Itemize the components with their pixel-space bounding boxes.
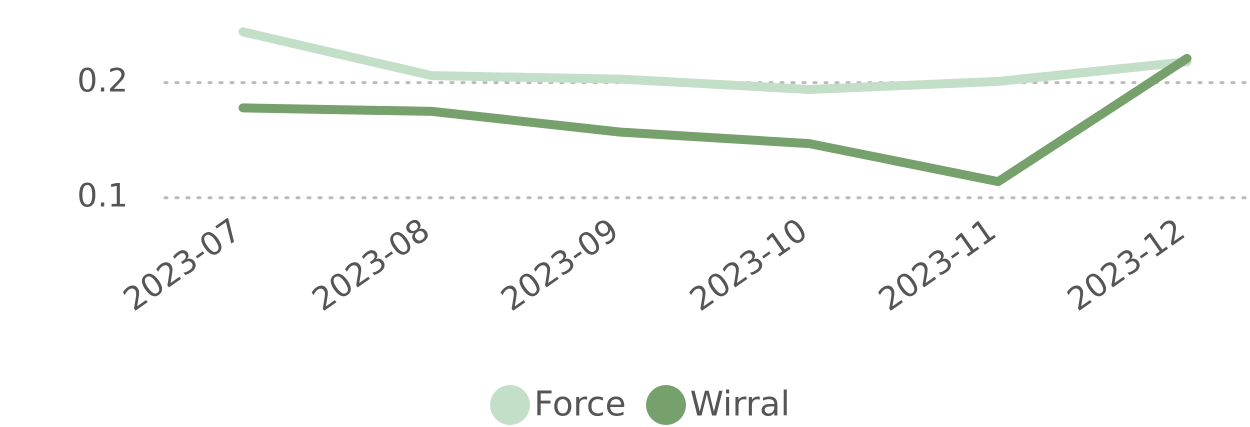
- x-tick-label: 2023-10: [683, 211, 814, 319]
- x-tick-label: 2023-07: [116, 211, 247, 319]
- x-tick-label: 2023-09: [494, 211, 625, 319]
- line: [238, 27, 1192, 94]
- legend-label: Force: [534, 385, 626, 425]
- legend-marker: [646, 385, 686, 425]
- legend-label: Wirral: [690, 385, 790, 425]
- y-tick-label: 0.1: [77, 177, 128, 215]
- y-tick-label: 0.2: [77, 62, 128, 100]
- x-tick-label: 2023-12: [1060, 211, 1191, 319]
- legend-marker: [490, 385, 530, 425]
- x-tick-label: 2023-11: [872, 211, 1003, 319]
- line: [238, 53, 1192, 187]
- x-tick-label: 2023-08: [305, 211, 436, 319]
